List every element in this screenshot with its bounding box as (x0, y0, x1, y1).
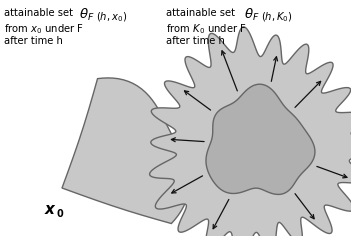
Text: $\theta_F$: $\theta_F$ (244, 7, 259, 23)
Text: $\theta_F$: $\theta_F$ (79, 7, 94, 23)
Text: attainable set: attainable set (4, 8, 73, 18)
Polygon shape (206, 84, 315, 194)
Text: from $K_0$ under F: from $K_0$ under F (166, 22, 247, 36)
Text: $(h,K_0)$: $(h,K_0)$ (261, 10, 293, 24)
Polygon shape (150, 27, 351, 236)
Text: after time h: after time h (166, 36, 225, 46)
Text: after time h: after time h (4, 36, 63, 46)
Text: 0: 0 (57, 209, 64, 219)
Text: attainable set: attainable set (166, 8, 235, 18)
Text: x: x (45, 202, 55, 218)
Polygon shape (62, 78, 189, 223)
Text: $(h,x_0)$: $(h,x_0)$ (96, 10, 127, 24)
Text: from $x_0$ under F: from $x_0$ under F (4, 22, 84, 36)
